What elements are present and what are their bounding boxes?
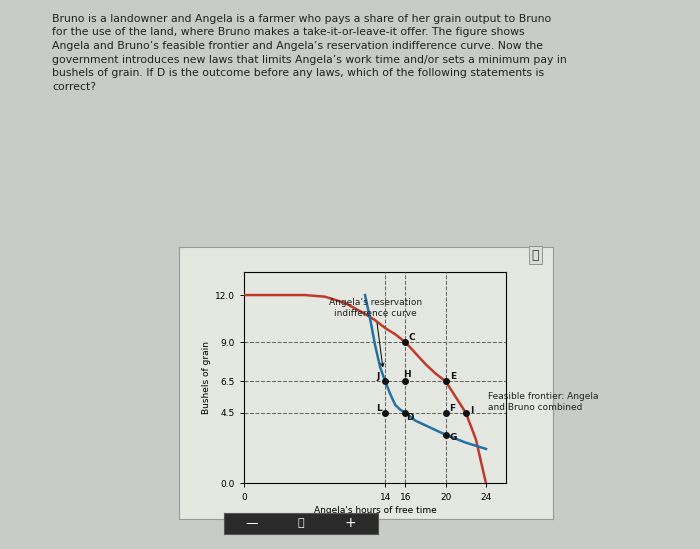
- Text: C: C: [408, 333, 415, 342]
- Text: L: L: [376, 404, 382, 413]
- Text: J: J: [376, 372, 379, 381]
- Text: D: D: [407, 413, 414, 422]
- Text: H: H: [403, 369, 411, 379]
- Text: Angela’s reservation
indifference curve: Angela’s reservation indifference curve: [328, 298, 421, 367]
- Text: Bruno is a landowner and Angela is a farmer who pays a share of her grain output: Bruno is a landowner and Angela is a far…: [52, 14, 567, 92]
- X-axis label: Angela's hours of free time: Angela's hours of free time: [314, 506, 437, 514]
- Text: F: F: [449, 404, 455, 413]
- Text: ⧉: ⧉: [532, 249, 539, 262]
- Text: +: +: [344, 516, 356, 530]
- Text: E: E: [449, 372, 456, 381]
- Text: G: G: [449, 433, 457, 441]
- Text: I: I: [470, 406, 473, 415]
- Text: Feasible frontier: Angela
and Bruno combined: Feasible frontier: Angela and Bruno comb…: [488, 392, 598, 412]
- Text: —: —: [246, 517, 258, 530]
- Text: 🔍: 🔍: [298, 518, 304, 528]
- Y-axis label: Bushels of grain: Bushels of grain: [202, 341, 211, 414]
